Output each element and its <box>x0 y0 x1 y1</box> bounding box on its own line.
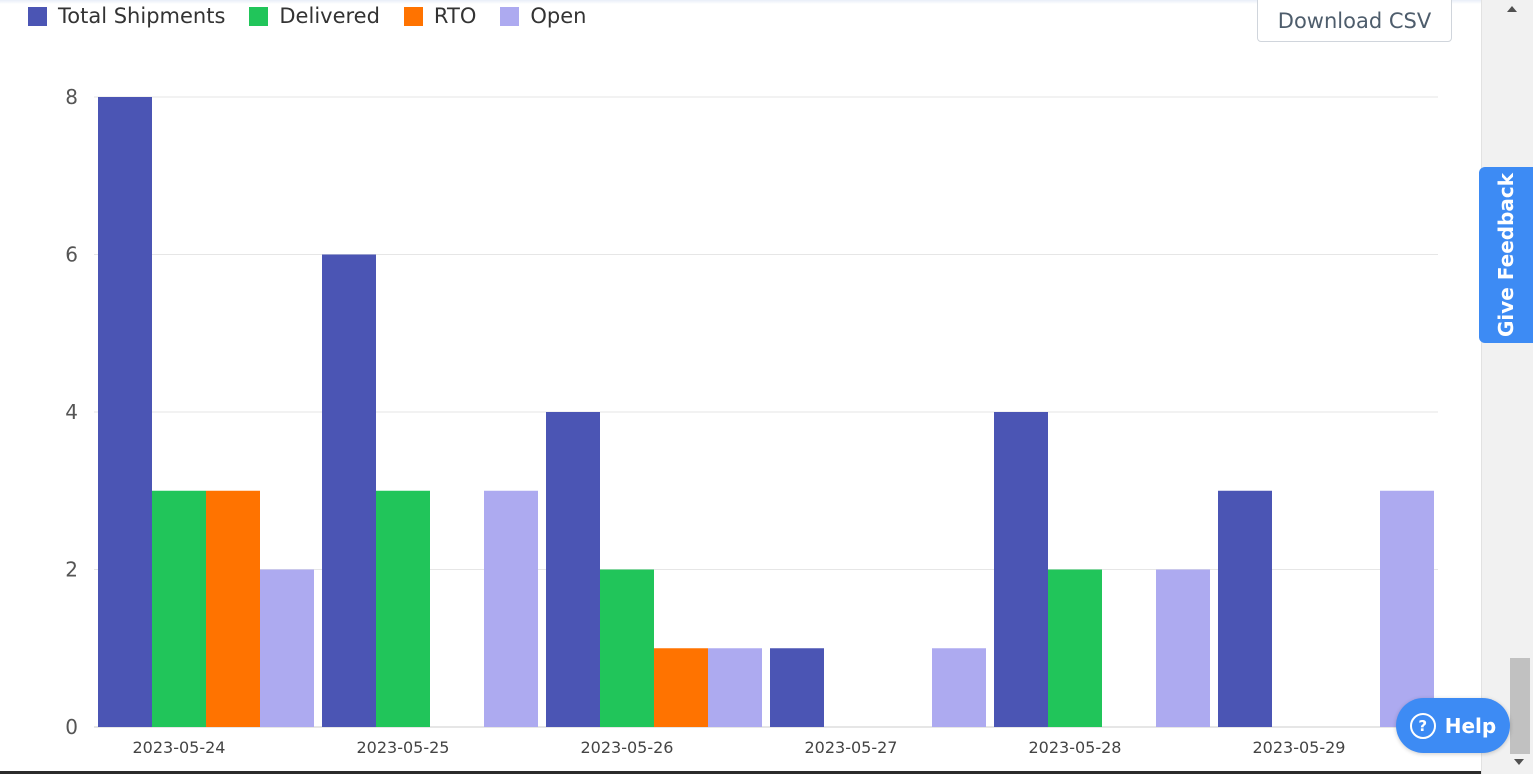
bar <box>932 648 986 727</box>
y-tick-label: 0 <box>65 715 78 739</box>
legend-item[interactable]: Total Shipments <box>28 4 225 28</box>
bar <box>206 490 260 727</box>
legend-item[interactable]: RTO <box>403 4 477 28</box>
question-circle-icon: ? <box>1409 712 1436 739</box>
chart-legend: Total Shipments Delivered RTO Open <box>28 4 610 28</box>
give-feedback-label: Give Feedback <box>1494 172 1519 338</box>
legend-item[interactable]: Delivered <box>249 4 380 28</box>
bar <box>994 412 1048 727</box>
download-csv-button[interactable]: Download CSV <box>1257 0 1452 42</box>
x-tick-label: 2023-05-26 <box>581 738 674 757</box>
legend-swatch <box>500 6 520 26</box>
legend-swatch <box>403 6 423 26</box>
top-strip <box>0 0 1481 4</box>
bar <box>1048 569 1102 727</box>
bar <box>708 648 762 727</box>
bar <box>600 569 654 727</box>
x-tick-label: 2023-05-24 <box>133 738 226 757</box>
legend-swatch <box>249 6 269 26</box>
x-tick-label: 2023-05-25 <box>357 738 450 757</box>
bar <box>770 648 824 727</box>
download-csv-label: Download CSV <box>1277 9 1432 33</box>
vertical-scrollbar[interactable] <box>1481 0 1533 774</box>
bar <box>1380 490 1434 727</box>
legend-label: Total Shipments <box>58 4 226 28</box>
give-feedback-button[interactable]: Give Feedback <box>1479 167 1533 343</box>
bar <box>484 490 538 727</box>
scrollbar-thumb[interactable] <box>1510 658 1530 754</box>
shipments-bar-chart: 0 2 4 6 8 2023-05-24 2023-05-25 2023-05-26 2023-… <box>65 85 1438 757</box>
scroll-down-icon[interactable] <box>1514 759 1524 765</box>
help-button[interactable]: ? Help <box>1396 698 1510 753</box>
legend-label: Open <box>530 4 587 28</box>
bar <box>260 569 314 727</box>
bar <box>546 412 600 727</box>
bar <box>1156 569 1210 727</box>
y-tick-label: 8 <box>65 85 78 109</box>
window-bottom-border <box>0 771 1481 774</box>
legend-item[interactable]: Open <box>500 4 586 28</box>
x-tick-label: 2023-05-29 <box>1253 738 1346 757</box>
x-tick-label: 2023-05-28 <box>1029 738 1122 757</box>
bar <box>1218 490 1272 727</box>
y-tick-label: 4 <box>65 400 78 424</box>
x-tick-label: 2023-05-27 <box>805 738 898 757</box>
scroll-up-icon[interactable] <box>1507 6 1517 12</box>
bar <box>152 490 206 727</box>
help-label: Help <box>1444 713 1497 738</box>
legend-label: RTO <box>433 4 477 28</box>
bar <box>654 648 708 727</box>
y-tick-label: 2 <box>65 558 78 582</box>
legend-swatch <box>28 6 47 26</box>
legend-label: Delivered <box>279 4 380 28</box>
bar <box>376 490 430 727</box>
bar <box>98 97 152 727</box>
bar <box>322 254 376 727</box>
y-tick-label: 6 <box>65 243 78 267</box>
